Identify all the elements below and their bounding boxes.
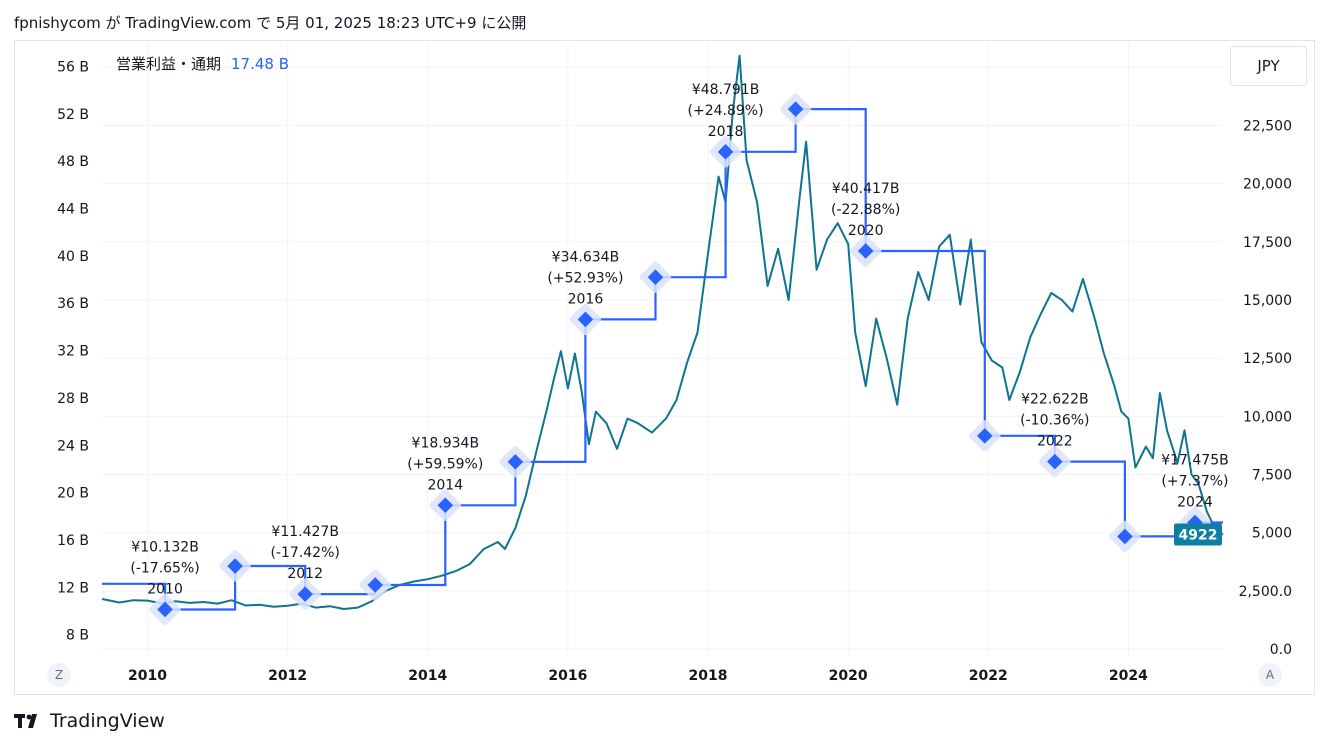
- revenue-annotation: ¥17.475B (+7.37%) 2024: [1161, 453, 1229, 511]
- revenue-annotation: ¥34.634B (+52.93%) 2016: [547, 249, 623, 307]
- annotation-text: 2016: [568, 291, 604, 307]
- revenue-marker: [507, 454, 524, 470]
- revenue-marker: [227, 558, 243, 574]
- annotation-text: (+52.93%): [547, 270, 623, 286]
- annotation-text: (-22.88%): [831, 202, 900, 218]
- annotation-text: 2018: [708, 124, 744, 140]
- right-axis-tick-label: 7,500: [1252, 467, 1292, 483]
- right-axis-tick-label: 10,000: [1243, 409, 1292, 425]
- annotation-text: ¥11.427B: [271, 524, 339, 540]
- annotation-text: 2024: [1177, 495, 1213, 511]
- x-axis-tick-label: 2012: [268, 668, 307, 684]
- price-series-line: [101, 54, 1224, 610]
- revenue-annotation: ¥11.427B (-17.42%) 2012: [271, 524, 340, 582]
- left-axis-tick-label: 28 B: [57, 391, 89, 407]
- left-axis-tick-label: 20 B: [57, 486, 89, 502]
- currency-button[interactable]: JPY: [1230, 46, 1307, 86]
- revenue-marker: [717, 144, 734, 160]
- right-axis-tick-label: 2,500.0: [1239, 584, 1292, 600]
- footer-brand-name: TradingView: [50, 710, 165, 732]
- revenue-annotation: ¥40.417B (-22.88%) 2020: [831, 181, 900, 239]
- left-axis-tick-label: 44 B: [57, 202, 89, 218]
- left-axis-tick-label: 32 B: [57, 344, 89, 360]
- left-axis-tick-label: 52 B: [57, 107, 89, 123]
- legend-label: 営業利益・通期: [116, 55, 222, 73]
- left-axis-tick-label: 24 B: [57, 438, 89, 454]
- revenue-marker: [1117, 528, 1133, 545]
- revenue-marker: [1047, 453, 1063, 470]
- right-axis-tick-label: 20,000: [1243, 177, 1292, 193]
- annotation-text: (+7.37%): [1161, 474, 1228, 490]
- annotation-text: (-10.36%): [1020, 413, 1089, 429]
- annotation-text: (-17.42%): [271, 545, 340, 561]
- annotation-text: 2022: [1037, 434, 1073, 450]
- annotation-text: ¥48.791B: [692, 82, 760, 98]
- x-axis-tick-label: 2020: [829, 668, 868, 684]
- x-axis-tick-label: 2014: [408, 668, 447, 684]
- annotation-text: ¥34.634B: [552, 249, 620, 265]
- x-axis-tick-label: 2022: [969, 668, 1008, 684]
- x-axis-tick-label: 2024: [1109, 668, 1148, 684]
- chart-frame: [14, 40, 1315, 695]
- annotation-text: (+59.59%): [407, 456, 483, 472]
- right-axis-tick-label: 0.0: [1270, 642, 1292, 658]
- x-axis-tick-label: 2016: [548, 668, 587, 684]
- annotation-text: (-17.65%): [130, 560, 199, 576]
- annotation-text: ¥17.475B: [1161, 453, 1229, 469]
- revenue-step-line: [101, 108, 1223, 611]
- x-axis-tick-label: 2010: [128, 668, 167, 684]
- revenue-annotation: ¥48.791B (+24.89%) 2018: [688, 82, 764, 140]
- right-axis-tick-label: 12,500: [1243, 351, 1292, 367]
- annotation-text: (+24.89%): [688, 103, 764, 119]
- right-axis-tick-label: 22,500: [1243, 118, 1292, 134]
- revenue-annotation: ¥18.934B (+59.59%) 2014: [407, 435, 483, 493]
- right-axis-tick-label: 5,000: [1252, 526, 1292, 542]
- x-axis-tick-label: 2018: [689, 668, 728, 684]
- left-axis-tick-label: 48 B: [57, 154, 89, 170]
- annotation-text: ¥40.417B: [832, 181, 900, 197]
- left-axis-tick-label: 36 B: [57, 296, 89, 312]
- tradingview-logo-icon: [14, 714, 37, 728]
- revenue-annotation: ¥22.622B (-10.36%) 2022: [1020, 392, 1089, 450]
- annotation-text: ¥18.934B: [412, 435, 480, 451]
- last-price-badge: [1174, 523, 1222, 546]
- annotation-text: ¥22.622B: [1021, 392, 1089, 408]
- left-axis-tick-label: 16 B: [57, 533, 89, 549]
- annotation-text: ¥10.132B: [131, 539, 199, 555]
- auto-scale-left-button[interactable]: Z: [47, 663, 71, 687]
- footer-brand[interactable]: TradingView: [14, 710, 165, 732]
- annotation-text: 2014: [427, 477, 463, 493]
- annotation-text: 2012: [287, 566, 323, 582]
- annotation-text: 2020: [848, 223, 884, 239]
- left-axis-tick-label: 40 B: [57, 249, 89, 265]
- legend-value: 17.48 B: [231, 55, 290, 73]
- revenue-marker: [857, 243, 874, 259]
- chart-legend[interactable]: 営業利益・通期 17.48 B: [116, 53, 289, 74]
- last-price-label: 4922: [1179, 527, 1218, 543]
- annotation-text: 2010: [147, 581, 183, 597]
- chart-svg[interactable]: 8 B 12 B 16 B 20 B 24 B 28 B 32 B 36 B 40 B 44 B 4…: [0, 0, 1329, 700]
- right-axis-tick-label: 15,000: [1243, 293, 1292, 309]
- left-axis-tick-label: 56 B: [57, 59, 89, 75]
- revenue-marker: [157, 601, 173, 618]
- auto-scale-right-button[interactable]: A: [1258, 663, 1282, 687]
- left-axis-tick-label: 12 B: [57, 580, 89, 596]
- left-axis-tick-label: 8 B: [66, 628, 89, 644]
- revenue-annotation: ¥10.132B (-17.65%) 2010: [130, 539, 199, 597]
- right-axis-tick-label: 17,500: [1243, 235, 1292, 251]
- page-title: fpnishycom が TradingView.com で 5月 01, 20…: [14, 14, 527, 32]
